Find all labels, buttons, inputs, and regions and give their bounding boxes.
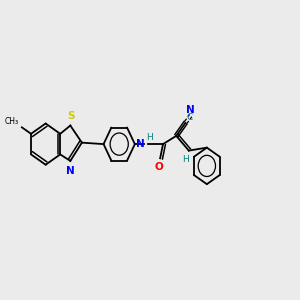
Text: CH₃: CH₃ (5, 117, 19, 126)
Text: O: O (154, 162, 163, 172)
Text: N: N (66, 166, 75, 176)
Text: S: S (67, 111, 75, 122)
Text: N: N (136, 139, 145, 149)
Text: C: C (186, 113, 193, 122)
Text: H: H (146, 133, 153, 142)
Text: N: N (186, 105, 195, 115)
Text: H: H (182, 155, 189, 164)
